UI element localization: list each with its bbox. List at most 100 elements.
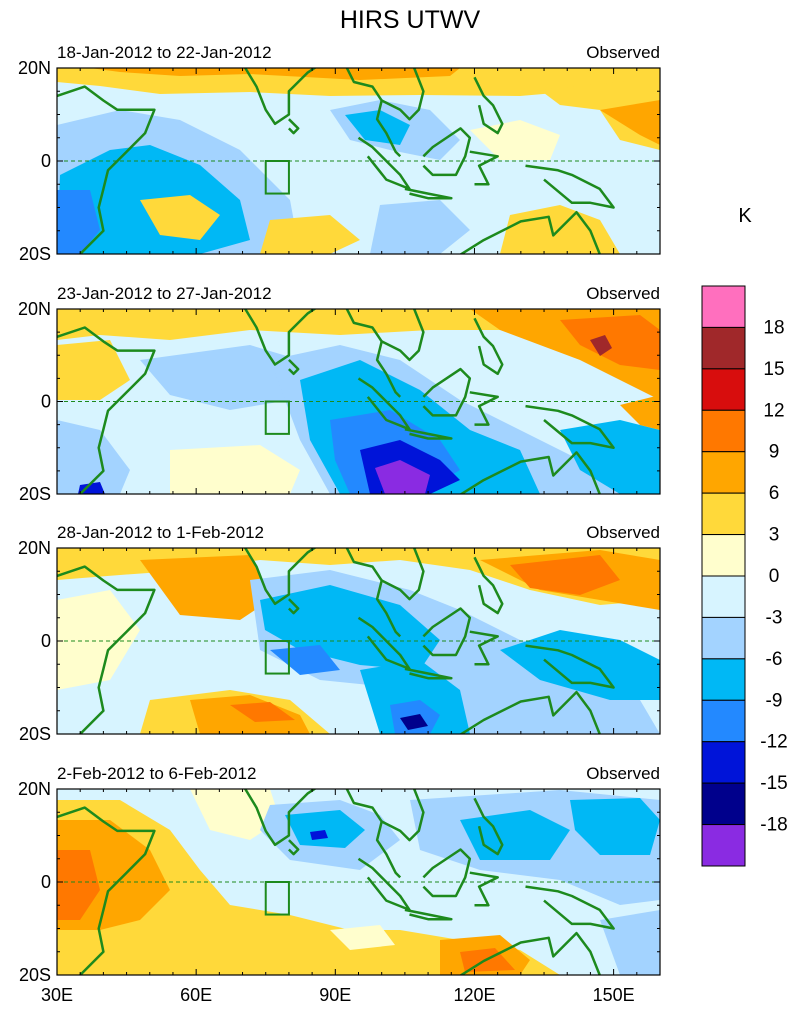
contour-band <box>375 460 430 494</box>
coastline <box>525 885 615 930</box>
x-tick-label: 120E <box>453 985 495 1005</box>
coastline <box>525 164 615 209</box>
contour-band <box>170 445 300 494</box>
panel-2: 23-Jan-2012 to 27-Jan-2012 Observed <box>57 284 660 494</box>
panel-4: 2-Feb-2012 to 6-Feb-2012 Observed <box>57 764 660 975</box>
coastline <box>459 210 601 254</box>
contour-band <box>57 800 560 975</box>
colorbar-label: -15 <box>760 773 787 794</box>
contour-band <box>57 190 100 254</box>
colorbar-label: -3 <box>766 607 783 628</box>
panel-period-label: 18-Jan-2012 to 22-Jan-2012 <box>57 43 272 62</box>
colorbar-swatch <box>701 741 746 784</box>
contour-band <box>270 645 340 675</box>
coastline <box>422 367 472 417</box>
panel-3: 28-Jan-2012 to 1-Feb-2012 Observed <box>57 523 660 734</box>
contour-band <box>260 215 360 254</box>
y-tick-label: 0 <box>41 872 51 892</box>
colorbar-label: -9 <box>766 690 783 711</box>
y-tick-label: 20N <box>18 299 51 319</box>
coastline <box>288 118 300 135</box>
panel-period-label: 2-Feb-2012 to 6-Feb-2012 <box>57 764 256 783</box>
contour-band <box>620 395 660 430</box>
contour-band <box>57 590 140 690</box>
contour-band <box>590 335 612 356</box>
coastline <box>404 667 453 680</box>
contour-band <box>400 714 428 730</box>
contour-band <box>600 910 660 975</box>
colorbar-swatch <box>701 575 746 618</box>
contour-band <box>230 702 295 722</box>
coastline <box>381 789 425 842</box>
colorbar-swatch <box>701 782 746 826</box>
coastline <box>473 797 504 856</box>
y-tick-label: 0 <box>41 392 51 412</box>
contour-band <box>570 798 660 855</box>
y-tick-label: 20N <box>18 58 51 78</box>
coastline <box>459 931 601 975</box>
coastline-group <box>57 68 660 254</box>
coastline <box>525 404 615 450</box>
coastline <box>381 548 425 601</box>
colorbar-label: 15 <box>763 359 784 380</box>
coastline <box>459 451 601 494</box>
analysis-box <box>264 881 290 916</box>
colorbar-swatch <box>701 824 746 867</box>
coastline <box>243 68 402 158</box>
coastline <box>473 317 504 376</box>
colorbar-label: 18 <box>763 317 784 338</box>
coastline <box>357 857 411 912</box>
coastline <box>381 68 425 121</box>
contour-band <box>310 830 328 840</box>
panel-1: 18-Jan-2012 to 22-Jan-2012 Observed <box>57 43 660 254</box>
panel-observed-label: Observed <box>586 43 660 62</box>
x-tick-label: 150E <box>593 985 635 1005</box>
coastline <box>525 644 615 689</box>
contour-band <box>345 110 410 145</box>
colorbar-label: 9 <box>769 442 780 463</box>
contour-band <box>90 68 460 80</box>
analysis-box <box>264 160 290 195</box>
coastline <box>243 789 402 879</box>
coastline <box>57 565 156 734</box>
coastlines <box>57 68 660 975</box>
contour-band <box>510 555 620 595</box>
y-tick-label: 0 <box>41 151 51 171</box>
coastline <box>357 616 411 671</box>
contour-band <box>560 420 660 494</box>
y-tick-label: 20S <box>19 724 51 744</box>
analysis-box <box>264 400 290 435</box>
x-tick-label: 30E <box>41 985 73 1005</box>
colorbar-swatch <box>701 616 746 660</box>
colorbar-swatch <box>701 326 746 370</box>
colorbar-label: -6 <box>766 649 783 670</box>
coastline-group <box>57 789 660 975</box>
panel-observed-label: Observed <box>586 284 660 303</box>
coastline <box>422 127 472 177</box>
coastline-group <box>57 548 660 734</box>
x-tick-label: 90E <box>319 985 351 1005</box>
contour-band <box>57 340 130 400</box>
contour-band <box>140 345 300 410</box>
coastline <box>404 908 453 921</box>
contour-band <box>190 789 280 840</box>
colorbar-label: -18 <box>760 815 787 836</box>
colorbar-swatch <box>701 492 746 536</box>
coastline <box>469 630 499 666</box>
coastline <box>57 85 156 254</box>
y-tick-label: 0 <box>41 631 51 651</box>
coastline <box>469 871 499 907</box>
coastline <box>288 359 300 376</box>
colorbar-label: -12 <box>760 732 787 753</box>
y-tick-label: 20N <box>18 538 51 558</box>
panel-observed-label: Observed <box>586 523 660 542</box>
chart-title: HIRS UTWV <box>340 6 481 34</box>
coastline <box>469 391 499 426</box>
panel-period-label: 28-Jan-2012 to 1-Feb-2012 <box>57 523 264 542</box>
y-tick-label: 20S <box>19 244 51 264</box>
coastline <box>288 839 300 856</box>
coastline <box>469 150 499 186</box>
colorbar-swatch <box>701 658 746 701</box>
coastline <box>381 309 425 362</box>
units-label: K <box>738 205 752 227</box>
